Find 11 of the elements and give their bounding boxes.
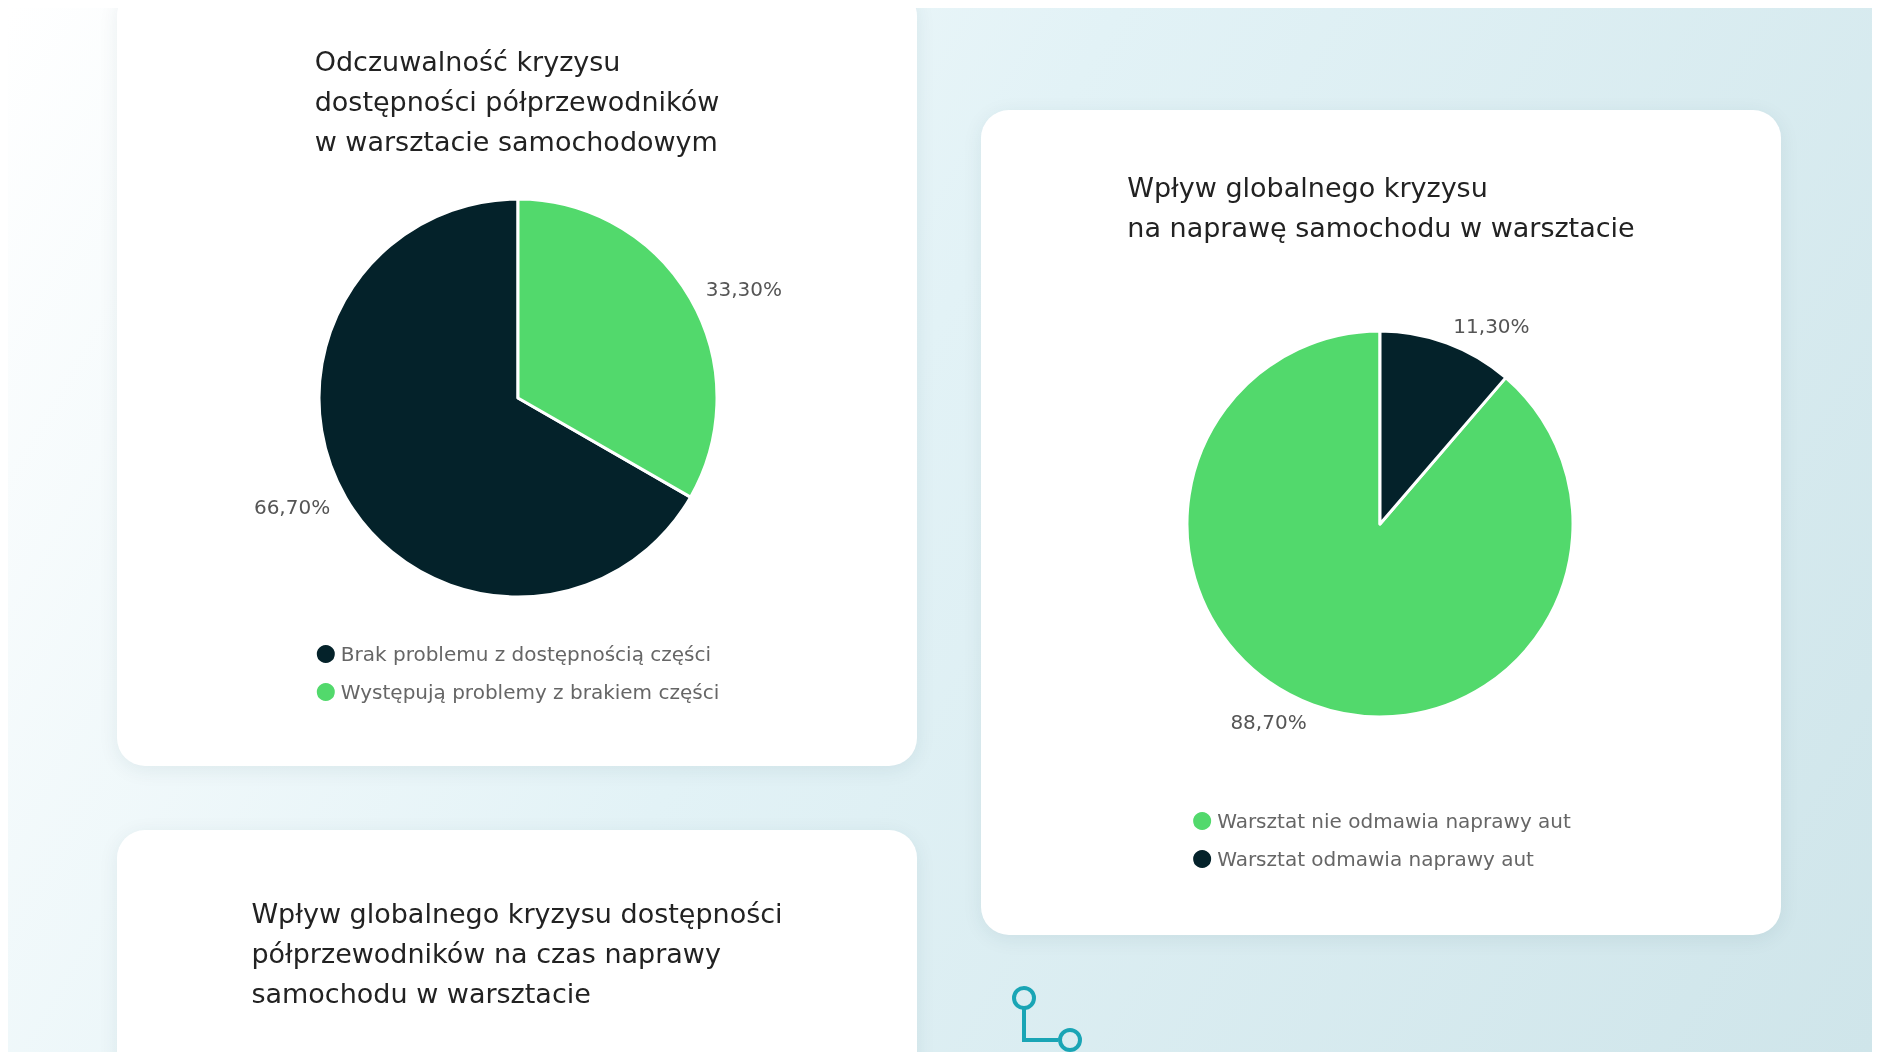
data-label: 11,30% [1453,314,1530,339]
legend-label: Występują problemy z brakiem części [340,680,720,704]
chart-title: Odczuwalność kryzysu dostępności półprzewodników w warsztacie samochodowym [314,45,720,157]
data-label: 88,70% [1230,709,1307,734]
data-label: 66,70% [253,494,331,519]
text: Wpływ globalnego kryzysu dostępności półprzewodników na czas naprawy samochodu w warsztacie [251,897,783,1009]
legend-label: Warsztat odmawia naprawy aut [1217,847,1535,871]
chart-title: Wpływ globalnego kryzysu na naprawę samochodu w warsztacie [1127,171,1635,243]
legend-label: Warsztat nie odmawia naprawy aut [1217,809,1572,833]
legend-label: Brak problemu z dostępnością części [340,642,712,666]
data-label: 33,30% [705,277,783,302]
